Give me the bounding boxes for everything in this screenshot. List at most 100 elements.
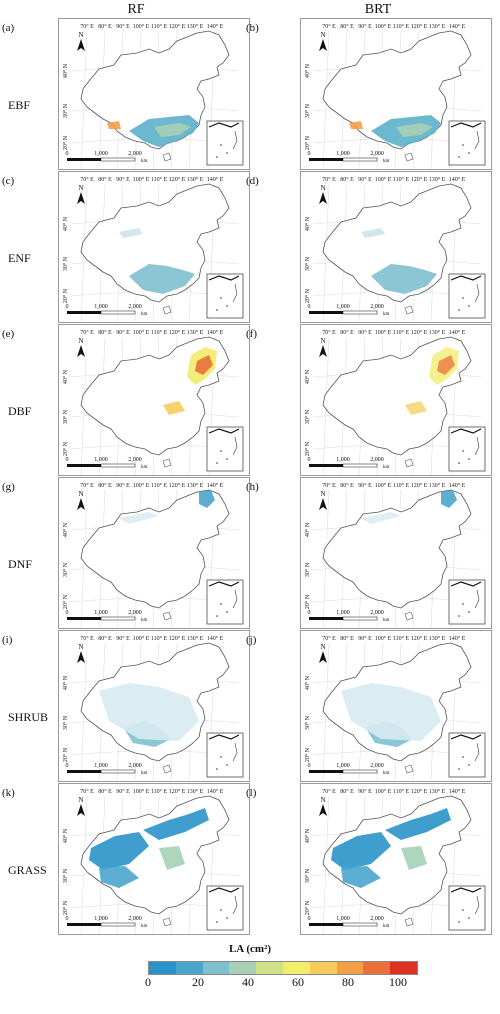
legend-color-swatch (282, 962, 310, 974)
south-china-sea-inset (448, 885, 486, 931)
south-china-sea-inset (448, 120, 486, 166)
svg-text:0: 0 (66, 304, 69, 310)
longitude-label: 120° E (169, 482, 186, 489)
latitude-label: 20° N (304, 900, 311, 915)
south-china-sea-inset (206, 579, 244, 625)
coverage-region (199, 490, 215, 508)
svg-text:0: 0 (66, 610, 69, 616)
coverage-region (99, 683, 199, 741)
panel-label: (j) (246, 634, 257, 646)
latitude-label: 30° N (304, 256, 311, 271)
latitude-label: 30° N (62, 409, 69, 424)
latitude-label: 30° N (304, 562, 311, 577)
longitude-label: 130° E (429, 482, 446, 489)
longitude-label: 130° E (187, 23, 204, 30)
latitude-label: 30° N (304, 409, 311, 424)
coverage-region (129, 264, 195, 294)
svg-text:N: N (78, 337, 83, 345)
longitude-label: 140° E (449, 176, 466, 183)
coverage-region (159, 846, 185, 870)
longitude-label: 140° E (449, 635, 466, 642)
svg-text:km: km (383, 924, 390, 929)
longitude-label: 120° E (169, 635, 186, 642)
longitude-label: 120° E (411, 176, 428, 183)
longitude-label: 100° E (133, 482, 150, 489)
longitude-label: 140° E (449, 482, 466, 489)
svg-text:N: N (320, 796, 325, 804)
scale-bar: 0 1,000 2,000 km (66, 610, 148, 623)
svg-text:0: 0 (308, 610, 311, 616)
svg-text:0: 0 (66, 763, 69, 769)
legend-tick-label: 100 (389, 975, 407, 989)
svg-text:2,000: 2,000 (128, 304, 142, 310)
longitude-label: 90° E (116, 176, 130, 183)
longitude-label: 140° E (449, 329, 466, 336)
svg-text:N: N (78, 796, 83, 804)
longitude-label: 70° E (322, 482, 336, 489)
row-label-dbf: DBF (8, 404, 32, 418)
svg-text:0: 0 (308, 304, 311, 310)
coverage-region (341, 683, 441, 741)
legend-tick-label: 20 (192, 975, 204, 989)
longitude-label: 70° E (322, 23, 336, 30)
svg-text:km: km (141, 924, 148, 929)
south-china-sea-inset (206, 273, 244, 319)
longitude-label: 120° E (411, 329, 428, 336)
column-title-rf: RF (127, 2, 145, 17)
north-arrow-icon: N (319, 337, 327, 357)
longitude-label: 70° E (80, 176, 94, 183)
latitude-label: 40° N (304, 675, 311, 690)
legend-color-swatch (390, 962, 417, 974)
north-arrow-icon: N (319, 184, 327, 204)
latitude-label: 40° N (62, 63, 69, 78)
longitude-label: 80° E (340, 23, 354, 30)
latitude-label: 40° N (62, 522, 69, 537)
svg-text:2,000: 2,000 (128, 151, 142, 157)
svg-text:N: N (78, 31, 83, 39)
legend-tick-label: 60 (292, 975, 304, 989)
row-label-dnf: DNF (8, 557, 33, 571)
svg-text:0: 0 (66, 457, 69, 463)
latitude-label: 20° N (304, 747, 311, 762)
legend-title: LA (cm²) (228, 943, 272, 955)
longitude-label: 110° E (151, 482, 168, 489)
legend-color-swatch (229, 962, 257, 974)
coverage-region (349, 121, 363, 129)
latitude-label: 40° N (62, 828, 69, 843)
longitude-label: 130° E (187, 176, 204, 183)
panel-label: (d) (246, 175, 259, 187)
scale-bar: 0 1,000 2,000 km (66, 763, 148, 776)
longitude-label: 110° E (393, 23, 410, 30)
svg-text:N: N (78, 490, 83, 498)
svg-text:N: N (320, 643, 325, 651)
longitude-label: 110° E (393, 329, 410, 336)
south-china-sea-inset (448, 579, 486, 625)
south-china-sea-inset (448, 273, 486, 319)
longitude-label: 130° E (187, 635, 204, 642)
longitude-label: 80° E (340, 482, 354, 489)
svg-text:1,000: 1,000 (94, 304, 108, 310)
latitude-label: 30° N (62, 868, 69, 883)
coverage-region (361, 512, 401, 524)
south-china-sea-inset (206, 732, 244, 778)
svg-text:1,000: 1,000 (336, 151, 350, 157)
north-arrow-icon: N (319, 643, 327, 663)
svg-text:2,000: 2,000 (370, 304, 384, 310)
longitude-label: 120° E (411, 788, 428, 795)
longitude-label: 80° E (98, 329, 112, 336)
longitude-label: 100° E (133, 23, 150, 30)
longitude-label: 70° E (80, 23, 94, 30)
coverage-region (163, 401, 185, 415)
north-arrow-icon: N (319, 796, 327, 816)
coverage-region (119, 228, 143, 238)
svg-text:km: km (141, 771, 148, 776)
svg-text:N: N (78, 184, 83, 192)
svg-text:0: 0 (308, 916, 311, 922)
longitude-label: 70° E (322, 176, 336, 183)
svg-text:km: km (141, 465, 148, 470)
longitude-label: 130° E (429, 23, 446, 30)
coverage-region (405, 401, 427, 415)
